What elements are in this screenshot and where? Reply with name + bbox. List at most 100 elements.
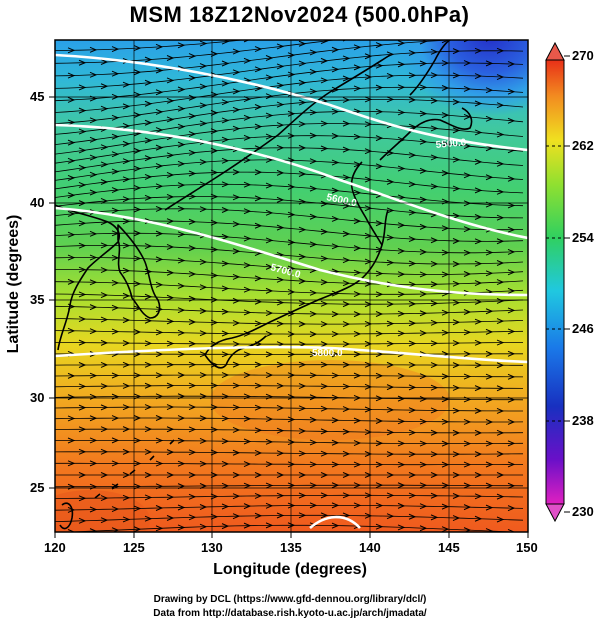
streamline-arrow xyxy=(431,28,437,33)
streamline-arrow xyxy=(342,120,351,127)
streamline-arrow xyxy=(111,254,120,261)
streamline-arrow xyxy=(288,32,294,37)
streamline xyxy=(55,342,524,345)
streamline-arrow xyxy=(452,185,461,192)
streamline-arrow xyxy=(111,304,120,311)
streamline-arrow xyxy=(342,174,351,181)
streamline xyxy=(55,257,524,275)
streamline-arrow xyxy=(320,255,329,262)
streamline-arrow xyxy=(386,472,395,478)
streamline-arrow xyxy=(408,96,417,103)
streamline-arrow xyxy=(331,159,340,166)
streamline-arrow xyxy=(298,144,307,151)
streamline-arrow xyxy=(353,482,362,489)
streamline-arrow xyxy=(419,395,428,402)
streamline-arrow xyxy=(386,320,395,327)
streamline-arrow xyxy=(111,133,120,140)
streamline-arrow xyxy=(155,43,164,50)
streamline-arrow xyxy=(331,502,340,509)
streamline-arrow xyxy=(298,321,307,327)
streamline-arrow xyxy=(144,340,153,347)
streamline-arrow xyxy=(188,295,197,302)
streamline-arrow xyxy=(496,238,505,245)
streamline-arrow xyxy=(232,493,241,500)
streamline-arrow xyxy=(78,448,87,455)
streamline-arrow xyxy=(309,310,318,317)
streamline-arrow xyxy=(364,340,373,347)
streamline-arrow xyxy=(232,449,241,456)
streamline-arrow xyxy=(452,156,461,163)
streamline-arrow xyxy=(309,331,318,338)
streamline xyxy=(55,353,523,355)
streamline-arrow xyxy=(463,440,472,447)
streamline-arrow xyxy=(243,503,252,510)
streamline-arrow xyxy=(342,383,351,390)
streamline-arrow xyxy=(408,152,417,159)
streamline-arrow xyxy=(188,193,197,200)
streamline-arrow xyxy=(397,109,406,116)
streamline-arrow xyxy=(497,24,503,29)
streamline-arrow xyxy=(430,384,439,391)
streamline-arrow xyxy=(67,192,76,199)
streamline-arrow xyxy=(155,415,164,421)
streamline-arrow xyxy=(265,482,274,489)
streamline-arrow xyxy=(232,248,241,255)
streamline-arrow xyxy=(210,426,219,433)
streamline-arrow xyxy=(133,230,142,237)
streamline-arrow xyxy=(166,426,175,433)
streamline-arrow xyxy=(298,492,307,499)
height-contours xyxy=(55,53,528,530)
streamline-arrow xyxy=(463,309,472,315)
streamline-arrow xyxy=(155,108,164,115)
streamline xyxy=(55,269,524,285)
streamline-arrow xyxy=(177,86,186,93)
streamline-arrow xyxy=(485,350,494,357)
streamline-arrow xyxy=(365,34,371,39)
streamline-arrow xyxy=(78,472,87,478)
streamline-arrow xyxy=(320,57,329,64)
streamline-arrow xyxy=(419,138,428,145)
streamline-arrow xyxy=(441,271,450,278)
streamline-arrow xyxy=(276,427,285,434)
streamline-arrow xyxy=(177,105,186,112)
streamline-arrow xyxy=(298,450,307,457)
streamline-arrow xyxy=(221,136,230,143)
streamline-arrow xyxy=(210,513,219,520)
streamline-arrow xyxy=(133,206,142,213)
streamline-arrow xyxy=(441,440,450,447)
streamline-arrow xyxy=(221,157,230,164)
streamline-arrow xyxy=(342,146,351,153)
streamline-arrow xyxy=(188,493,197,500)
streamline-arrow xyxy=(287,393,296,400)
colorbar-bottom-arrow xyxy=(545,503,565,523)
streamline-arrow xyxy=(78,362,87,368)
streamline-arrow xyxy=(78,426,87,433)
streamline-arrow xyxy=(507,419,516,425)
streamline-arrow xyxy=(287,439,296,446)
streamline-arrow xyxy=(122,196,131,203)
streamline-arrow xyxy=(353,372,362,379)
streamline-arrow xyxy=(375,461,384,468)
streamline-arrow xyxy=(133,185,142,191)
streamline-arrow xyxy=(177,415,186,422)
streamline-arrow xyxy=(309,394,318,401)
streamline-arrow xyxy=(397,222,406,229)
streamline-arrow xyxy=(496,47,505,54)
streamline-arrow xyxy=(309,213,318,220)
streamline-arrow xyxy=(276,320,285,327)
streamline-arrow xyxy=(430,407,439,414)
coastlines xyxy=(55,40,473,530)
streamline-arrow xyxy=(78,107,87,114)
streamline-arrow xyxy=(474,451,483,458)
streamline-arrow xyxy=(100,144,109,151)
streamline-arrow xyxy=(419,271,428,278)
streamline-arrow xyxy=(331,522,340,529)
streamline-arrow xyxy=(100,59,109,65)
streamline-arrow xyxy=(177,307,186,314)
streamline-arrow xyxy=(419,418,428,425)
streamline-arrow xyxy=(199,523,208,530)
streamline-arrow xyxy=(276,299,285,306)
streamline-arrow xyxy=(144,472,153,478)
streamline-arrow xyxy=(364,512,373,519)
streamline-arrow xyxy=(419,482,428,489)
